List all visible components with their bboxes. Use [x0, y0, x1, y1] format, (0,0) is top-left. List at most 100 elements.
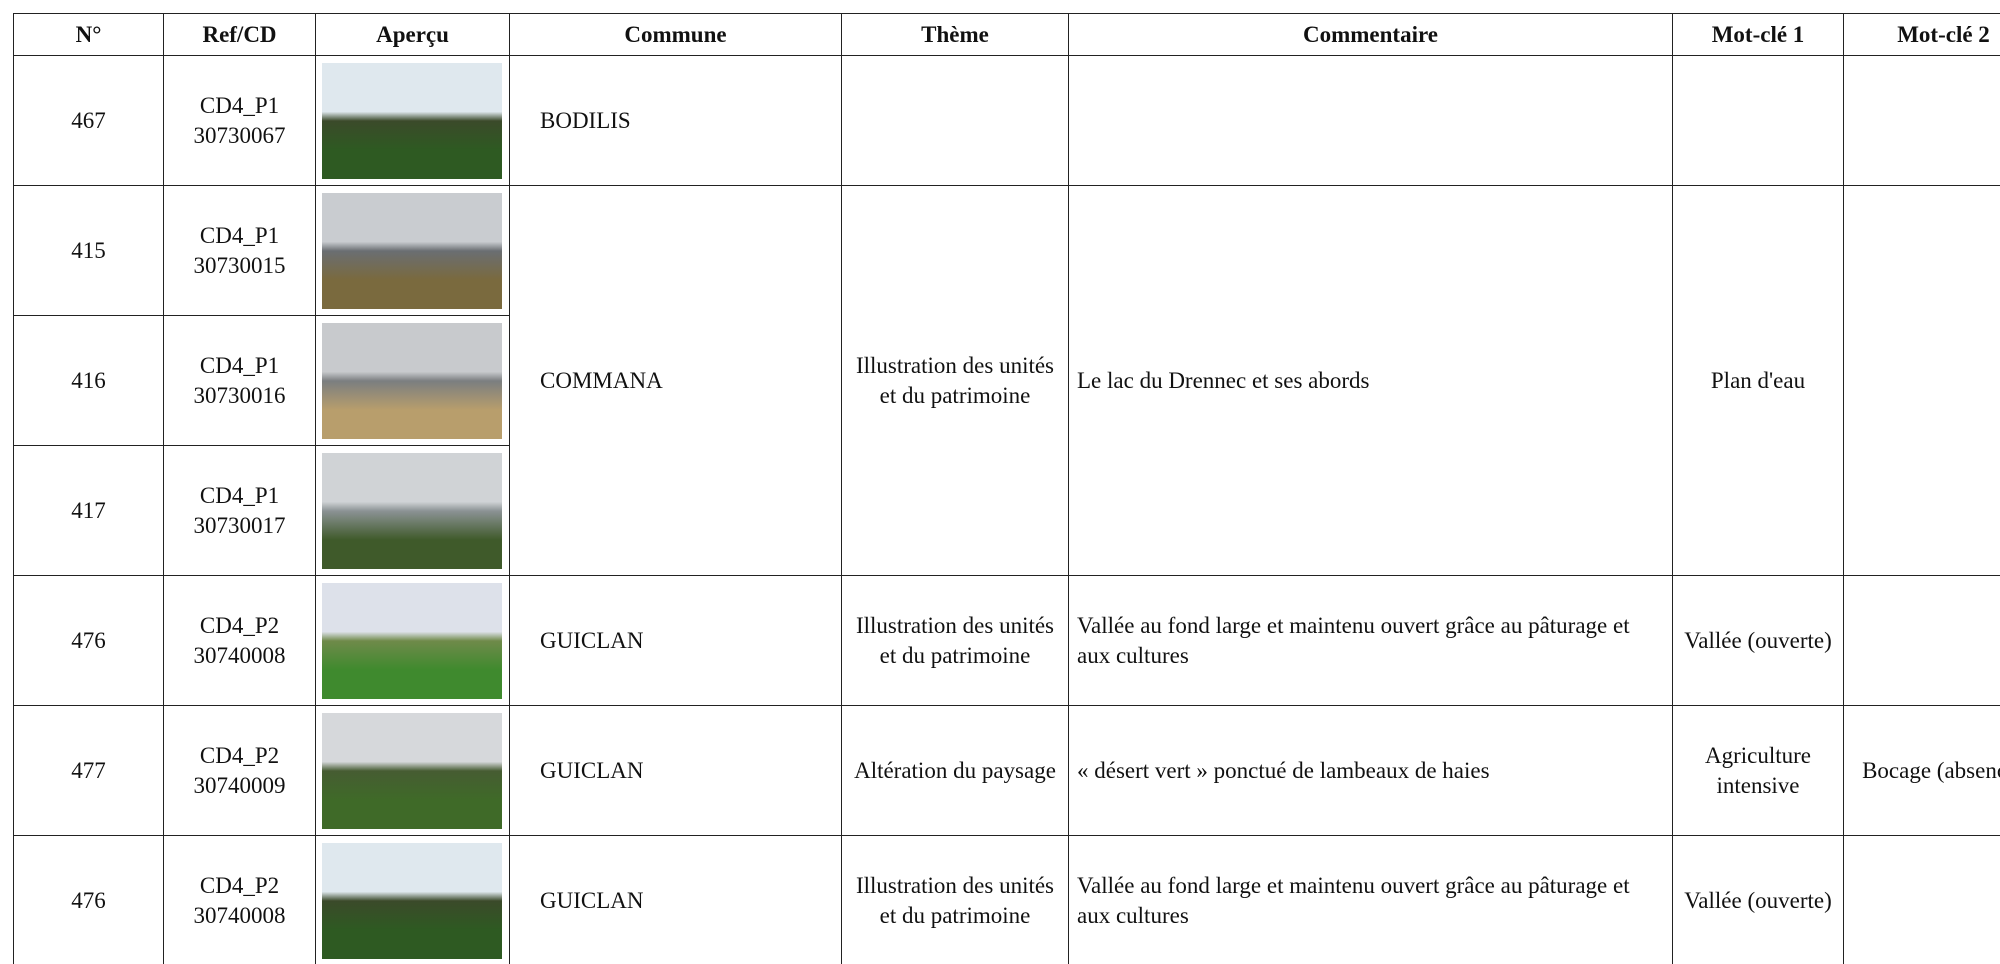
number-cell: 415 — [13, 185, 164, 316]
photo-cell — [315, 705, 510, 836]
ref-line: 30740008 — [193, 902, 286, 928]
commune-cell: COMMANA — [509, 185, 842, 576]
header-text: N° — [75, 21, 102, 47]
column-header: Commune — [509, 13, 842, 56]
table-row: 415 CD4_P1 30730015 COMMANA Illustration des… — [13, 185, 2000, 576]
column-header: Thème — [841, 13, 1069, 56]
theme-cell: Altération du paysage — [841, 705, 1069, 836]
keyword-text: Bocage (absence) — [1862, 757, 2000, 783]
ref-line: 30730016 — [193, 382, 286, 408]
photo-thumbnail — [322, 712, 502, 829]
comment-cell: Vallée au fond large et maintenu ouvert … — [1068, 575, 1673, 706]
header-text: Commentaire — [1303, 21, 1438, 47]
keyword-cell — [1843, 575, 2000, 706]
keyword-text: Vallée (ouverte) — [1684, 627, 1832, 653]
keyword-cell: Bocage (absence) — [1843, 705, 2000, 836]
commune-cell: GUICLAN — [509, 575, 842, 706]
theme-text: Illustration des unités et du patrimoine — [855, 612, 1055, 668]
photo-cell — [315, 185, 510, 316]
header-row: N° Ref/CD Aperçu Commune Thème Commentaire Mot… — [13, 13, 2000, 56]
photo-thumbnail — [322, 322, 502, 439]
ref-line: 30730017 — [193, 512, 286, 538]
header-text: Mot-clé 2 — [1897, 21, 1990, 47]
number: 477 — [71, 757, 106, 783]
photo-thumbnail — [322, 582, 502, 699]
ref-line: CD4_P1 — [199, 352, 280, 378]
theme-cell — [841, 55, 1069, 186]
ref-line: CD4_P1 — [199, 222, 280, 248]
number-cell: 416 — [13, 315, 164, 446]
ref-cell: CD4_P2 30740008 — [163, 575, 316, 706]
comment-text: Le lac du Drennec et ses abords — [1077, 367, 1370, 393]
keyword-cell — [1843, 55, 2000, 186]
ref-line: CD4_P1 — [199, 92, 280, 118]
column-header: N° — [13, 13, 164, 56]
column-header: Ref/CD — [163, 13, 316, 56]
photo-table: N° Ref/CD Aperçu Commune Thème Commentaire Mot… — [13, 13, 2000, 964]
photo-thumbnail — [322, 62, 502, 179]
ref-line: 30730015 — [193, 252, 286, 278]
column-header: Mot-clé 1 — [1672, 13, 1844, 56]
number-cell: 477 — [13, 705, 164, 836]
ref-cell: CD4_P1 30730016 — [163, 315, 316, 446]
theme-text: Illustration des unités et du patrimoine — [855, 352, 1055, 408]
keyword-cell: Agriculture intensive — [1672, 705, 1844, 836]
number-cell: 417 — [13, 445, 164, 576]
header-text: Mot-clé 1 — [1711, 21, 1805, 47]
header-text: Aperçu — [376, 21, 449, 47]
commune-text: GUICLAN — [540, 887, 644, 913]
ref-line: 30740008 — [193, 642, 286, 668]
table-row: 477 CD4_P2 30740009 GUICLAN Altération du pa… — [13, 705, 2000, 836]
ref-cell: CD4_P1 30730067 — [163, 55, 316, 186]
comment-text: « désert vert » ponctué de lambeaux de h… — [1077, 757, 1490, 783]
table-row: 476 CD4_P2 30740008 GUICLAN Illustration des… — [13, 575, 2000, 706]
photo-thumbnail — [322, 452, 502, 569]
commune-text: GUICLAN — [540, 757, 644, 783]
theme-cell: Illustration des unités et du patrimoine — [841, 835, 1069, 964]
keyword-cell: Plan d'eau — [1672, 185, 1844, 576]
header-text: Thème — [921, 21, 989, 47]
ref-line: 30730067 — [193, 122, 286, 148]
keyword-cell — [1672, 55, 1844, 186]
commune-text: COMMANA — [540, 367, 663, 393]
ref-line: CD4_P1 — [199, 482, 280, 508]
ref-line: CD4_P2 — [199, 872, 280, 898]
table-row: 467 CD4_P1 30730067 BODILIS — [13, 55, 2000, 186]
photo-cell — [315, 315, 510, 446]
table-row: 476 CD4_P2 30740008 GUICLAN Illustration des… — [13, 835, 2000, 964]
number: 476 — [71, 887, 106, 913]
number-cell: 476 — [13, 835, 164, 964]
commune-text: GUICLAN — [540, 627, 644, 653]
column-header: Commentaire — [1068, 13, 1673, 56]
column-header: Aperçu — [315, 13, 510, 56]
photo-cell — [315, 835, 510, 964]
ref-cell: CD4_P1 30730015 — [163, 185, 316, 316]
comment-text: Vallée au fond large et maintenu ouvert … — [1077, 872, 1630, 928]
keyword-text: Agriculture intensive — [1704, 742, 1811, 798]
table-row: 416 CD4_P1 30730016 — [13, 315, 2000, 446]
theme-text: Altération du paysage — [854, 757, 1056, 783]
commune-cell: GUICLAN — [509, 705, 842, 836]
ref-line: CD4_P2 — [199, 612, 280, 638]
ref-cell: CD4_P1 30730017 — [163, 445, 316, 576]
commune-cell: GUICLAN — [509, 835, 842, 964]
theme-cell: Illustration des unités et du patrimoine — [841, 185, 1069, 576]
theme-cell: Illustration des unités et du patrimoine — [841, 575, 1069, 706]
number: 416 — [71, 367, 106, 393]
keyword-cell: Vallée (ouverte) — [1672, 575, 1844, 706]
number-cell: 476 — [13, 575, 164, 706]
photo-cell — [315, 575, 510, 706]
ref-line: 30740009 — [193, 772, 286, 798]
number: 417 — [71, 497, 106, 523]
ref-cell: CD4_P2 30740008 — [163, 835, 316, 964]
column-header: Mot-clé 2 — [1843, 13, 2000, 56]
comment-cell — [1068, 55, 1673, 186]
keyword-cell — [1843, 185, 2000, 576]
photo-cell — [315, 55, 510, 186]
number: 467 — [71, 107, 106, 133]
table-row: 417 CD4_P1 30730017 — [13, 445, 2000, 576]
ref-line: CD4_P2 — [199, 742, 280, 768]
photo-thumbnail — [322, 842, 502, 959]
keyword-cell — [1843, 835, 2000, 964]
